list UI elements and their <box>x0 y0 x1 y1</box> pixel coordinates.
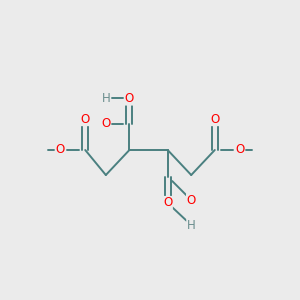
Text: O: O <box>101 117 110 130</box>
Text: H: H <box>187 219 196 232</box>
Text: H: H <box>101 92 110 105</box>
Text: O: O <box>81 112 90 126</box>
Text: O: O <box>125 92 134 105</box>
Text: O: O <box>210 112 219 126</box>
Text: O: O <box>56 143 65 157</box>
Text: O: O <box>235 143 244 157</box>
Text: O: O <box>163 196 172 209</box>
Text: O: O <box>187 194 196 207</box>
